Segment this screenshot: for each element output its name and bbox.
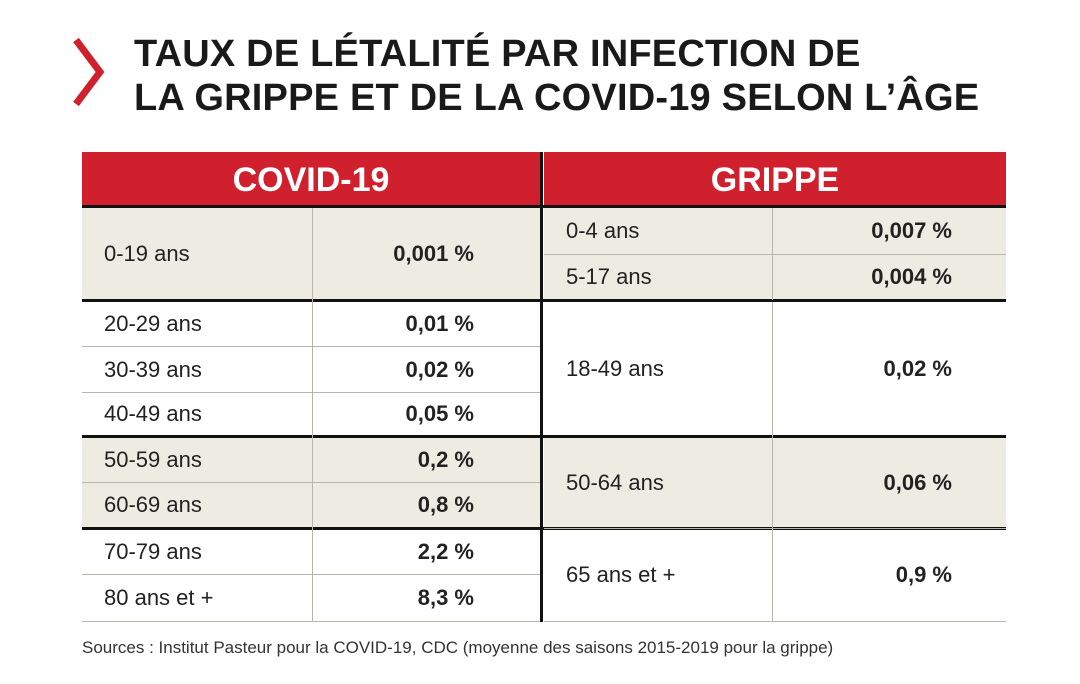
- band-rule-1: [82, 299, 1006, 302]
- column-header-covid19: COVID-19: [82, 152, 540, 208]
- fatality-rate-table: COVID-19 GRIPPE 0-19 ans 0,001 % 20-29 a…: [82, 152, 1006, 622]
- title-line-2: LA GRIPPE ET DE LA COVID-19 SELON L’ÂGE: [134, 77, 980, 119]
- covid-age-label: 20-29 ans: [104, 311, 202, 336]
- column-header-grippe: GRIPPE: [544, 152, 1006, 208]
- grippe-inner-divider-2: [772, 302, 773, 622]
- grippe-rate-value: 0,06 %: [883, 469, 953, 495]
- source-note: Sources : Institut Pasteur pour la COVID…: [82, 638, 834, 657]
- grippe-age-label: 50-64 ans: [566, 469, 664, 495]
- grippe-row-rule: [544, 254, 1006, 255]
- covid-bottom-rule: [82, 621, 540, 622]
- page-title: TAUX DE LÉTALITÉ PAR INFECTION DE LA GRI…: [134, 32, 979, 120]
- grippe-age-label: 5-17 ans: [566, 264, 652, 289]
- band-rule-top: [82, 205, 1006, 208]
- covid-age-label: 70-79 ans: [104, 539, 202, 564]
- covid-rate-value: 0,01 %: [405, 311, 475, 336]
- covid-rate-value: 0,02 %: [405, 356, 475, 382]
- covid-band-shaded-1: [82, 208, 540, 300]
- covid-rate-value: 2,2 %: [417, 539, 474, 564]
- covid-age-label: 40-49 ans: [104, 401, 202, 426]
- covid-rate-value: 0,8 %: [417, 492, 474, 517]
- covid-inner-divider: [312, 208, 313, 622]
- grippe-row-rule: [544, 528, 1006, 529]
- covid-rate-value: 0,2 %: [417, 447, 474, 472]
- grippe-band-shaded-2: [544, 436, 1006, 528]
- grippe-age-label: 65 ans et +: [566, 562, 676, 587]
- covid-age-label: 60-69 ans: [104, 492, 202, 517]
- grippe-age-label: 18-49 ans: [566, 355, 664, 381]
- grippe-bottom-rule: [544, 621, 1006, 622]
- covid-age-label: 50-59 ans: [104, 447, 202, 472]
- grippe-rate-value: 0,02 %: [883, 355, 953, 381]
- covid-row-rule: [82, 574, 540, 575]
- covid-age-label: 30-39 ans: [104, 356, 202, 382]
- covid-rate-value: 8,3 %: [417, 585, 474, 610]
- covid-rate-value: 0,001 %: [393, 241, 474, 266]
- grippe-rate-value: 0,004 %: [871, 264, 952, 289]
- chevron-right-icon: [73, 37, 105, 107]
- column-separator: [540, 152, 543, 622]
- covid-age-label: 0-19 ans: [104, 241, 190, 266]
- covid-row-rule: [82, 392, 540, 393]
- covid-age-label: 80 ans et +: [104, 585, 214, 610]
- covid-row-rule: [82, 346, 540, 347]
- grippe-rate-value: 0,007 %: [871, 218, 952, 243]
- band-rule-2: [82, 435, 1006, 438]
- covid-rate-value: 0,05 %: [405, 401, 475, 426]
- covid-row-rule: [82, 482, 540, 483]
- title-line-1: TAUX DE LÉTALITÉ PAR INFECTION DE: [134, 33, 861, 75]
- grippe-age-label: 0-4 ans: [566, 218, 640, 243]
- grippe-rate-value: 0,9 %: [895, 562, 952, 587]
